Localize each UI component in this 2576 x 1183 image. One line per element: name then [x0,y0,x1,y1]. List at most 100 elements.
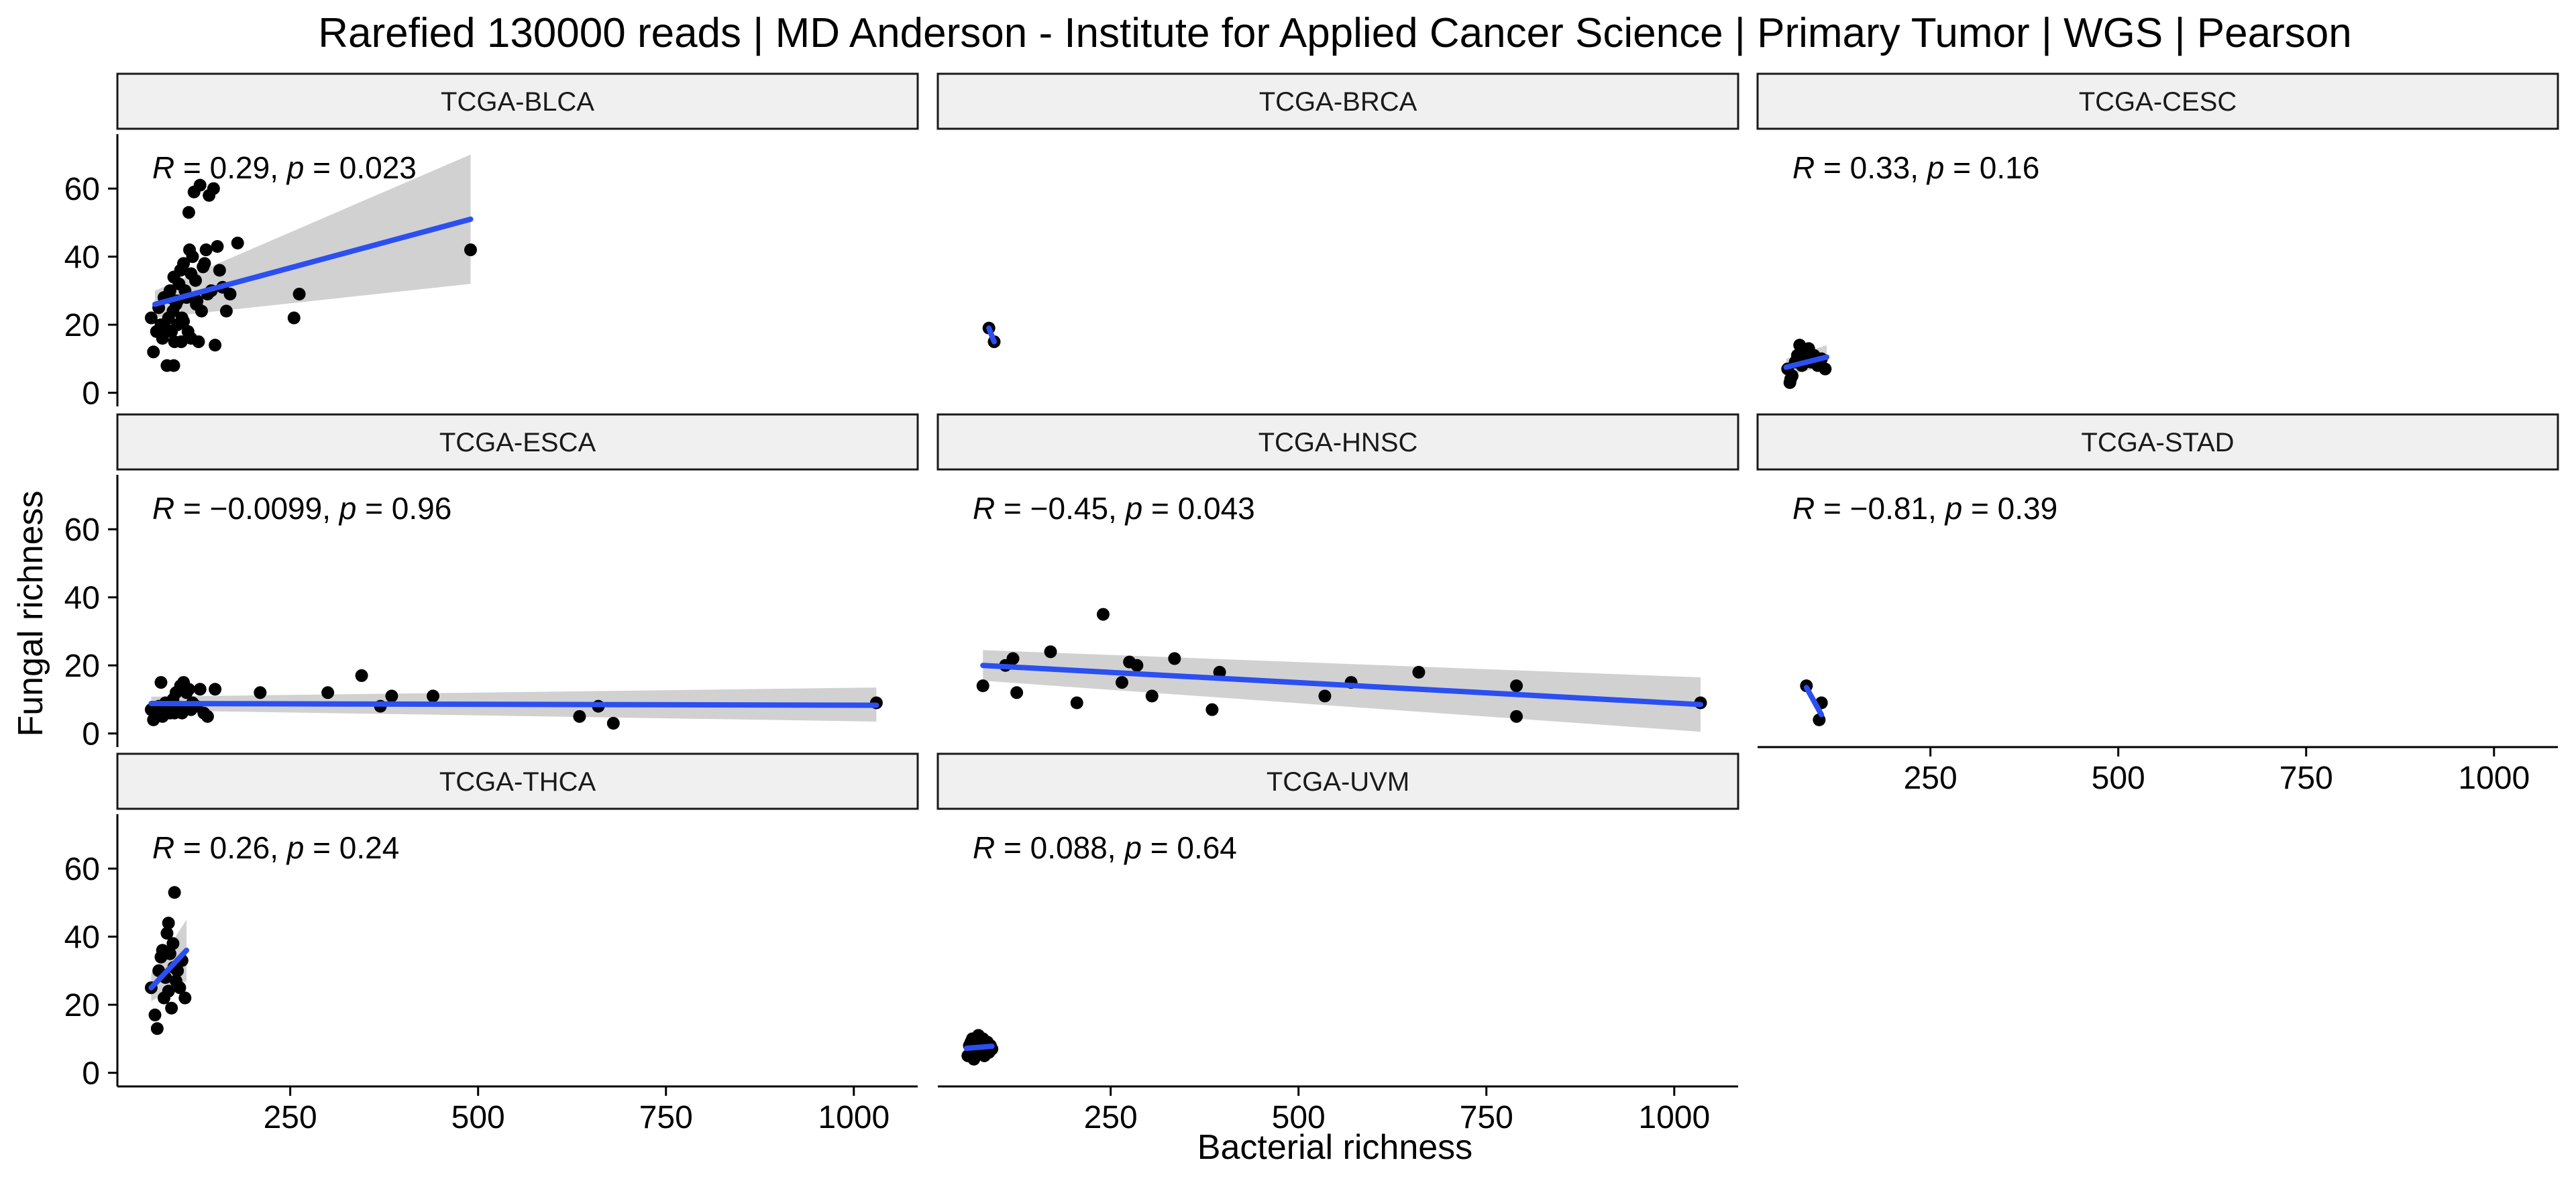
y-tick-label: 40 [64,920,100,956]
data-point [154,676,168,689]
data-point [173,981,186,995]
data-point [189,274,202,287]
data-point [292,288,306,301]
correlation-annotation: R = −0.81, p = 0.39 [1792,491,2057,526]
data-point [148,1008,162,1021]
facet-panel-tcga-thca: TCGA-THCA 0 20 40 60 250 500 750 1000 R = 0.26, p… [64,752,919,1135]
data-point [168,886,181,899]
regression-line [152,216,474,307]
data-point [426,689,439,703]
facet-strip-label: TCGA-HNSC [1258,428,1418,457]
facet-strip [116,413,919,471]
data-point [207,182,220,195]
regression-line [980,663,1703,708]
confidence-band [983,650,1701,732]
data-point [186,250,199,264]
y-tick-label: 20 [64,649,100,684]
y-tick-label: 0 [82,717,100,752]
regression-line [148,948,190,991]
data-point [355,669,368,682]
data-point [167,359,180,372]
data-point [573,710,586,723]
data-point [1412,665,1426,679]
x-tick-label: 500 [1272,1100,1326,1135]
data-point [1510,710,1523,723]
facet-panel-tcga-brca: TCGA-BRCA [936,72,1739,349]
data-point [1070,696,1083,710]
x-tick-label: 750 [639,1100,693,1135]
data-point [182,683,195,696]
y-axis-title: Fungal richness [11,490,50,736]
x-tick-label: 250 [264,1100,317,1135]
y-tick-label: 0 [82,1056,100,1092]
facet-strip-label: TCGA-STAD [2081,428,2234,457]
x-tick-label: 500 [451,1100,505,1135]
correlation-annotation: R = 0.26, p = 0.24 [152,830,399,865]
data-point [1044,645,1057,659]
data-point [184,703,198,716]
y-tick-label: 40 [64,240,100,276]
facet-strip [116,752,919,810]
data-point [1510,679,1523,693]
data-point [147,345,160,359]
data-point [254,686,267,699]
correlation-annotation: R = 0.29, p = 0.023 [152,150,417,185]
data-point [213,264,226,277]
data-point [1115,676,1128,689]
data-point [165,1001,178,1015]
data-point [1213,665,1226,679]
correlation-annotation: R = −0.0099, p = 0.96 [152,491,451,526]
y-tick-label: 20 [64,308,100,343]
correlation-annotation: R = −0.45, p = 0.043 [973,491,1255,526]
facet-panel-tcga-hnsc: TCGA-HNSC R = −0.45, p = 0.043 [936,413,1739,732]
data-point [223,288,237,301]
regression-line [986,325,998,345]
data-point [1205,703,1219,716]
data-point [287,311,301,325]
facet-strip [936,413,1739,471]
data-point [193,178,207,192]
facet-panel-tcga-uvm: TCGA-UVM 250 500 750 1000 R = 0.088, p = 0.64 [936,752,1739,1135]
data-point [219,304,233,318]
y-tick-label: 0 [82,376,100,412]
data-point [160,927,174,940]
facet-strip-label: TCGA-BRCA [1259,87,1417,117]
data-point [385,689,398,703]
data-point [166,937,180,950]
x-tick-label: 500 [2092,760,2145,796]
x-tick-label: 250 [1084,1100,1138,1135]
data-point [1010,686,1024,699]
y-tick-label: 60 [64,512,100,548]
data-point [162,916,175,929]
data-point [969,1049,982,1062]
data-point [1168,652,1181,665]
data-point [1096,608,1110,621]
y-tick-label: 40 [64,581,100,616]
regression-line [963,1044,995,1052]
facet-panel-tcga-blca: TCGA-BLCA 0 20 40 60 R = 0.29, p = 0.023 [64,72,919,412]
data-point [321,686,335,699]
data-point [209,339,222,352]
confidence-band [155,154,471,319]
facet-strip-label: TCGA-THCA [439,767,596,797]
x-tick-label: 750 [1460,1100,1513,1135]
facet-strip [116,72,919,130]
data-point [193,683,207,696]
facet-panel-tcga-stad: TCGA-STAD 250 500 750 1000 R = −0.81, p = 0.3… [1756,413,2559,796]
data-point [209,683,222,696]
x-tick-label: 1000 [818,1100,890,1135]
regression-line [1803,685,1825,718]
facet-panel-tcga-esca: TCGA-ESCA 0 20 40 60 R = −0.0099, p = 0.96 [64,413,919,752]
y-tick-label: 20 [64,988,100,1023]
facet-strip [936,752,1739,810]
data-point [150,1022,164,1035]
data-point [1784,372,1797,386]
correlation-annotation: R = 0.088, p = 0.64 [973,830,1237,865]
data-point [144,311,158,325]
facet-strip-label: TCGA-CESC [2079,87,2237,117]
x-tick-label: 1000 [2458,760,2530,796]
data-point [184,332,198,345]
y-tick-label: 60 [64,172,100,207]
data-point [606,716,620,730]
